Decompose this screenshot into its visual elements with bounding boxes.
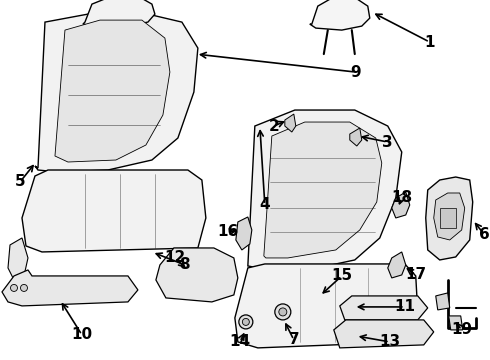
Polygon shape — [334, 320, 434, 348]
Circle shape — [243, 318, 249, 325]
Text: 18: 18 — [391, 190, 412, 206]
Polygon shape — [434, 193, 465, 240]
Circle shape — [279, 308, 287, 316]
Polygon shape — [83, 0, 155, 26]
Text: 12: 12 — [164, 251, 186, 265]
Polygon shape — [236, 217, 252, 250]
Polygon shape — [350, 128, 362, 146]
Polygon shape — [340, 296, 428, 320]
Text: 8: 8 — [179, 257, 190, 273]
Polygon shape — [426, 177, 473, 260]
Polygon shape — [35, 14, 198, 172]
Polygon shape — [55, 20, 170, 162]
Text: 4: 4 — [260, 198, 270, 212]
Polygon shape — [310, 0, 370, 30]
Text: 1: 1 — [424, 35, 435, 50]
Polygon shape — [264, 122, 382, 258]
Text: 10: 10 — [72, 327, 93, 342]
Text: 17: 17 — [405, 267, 426, 283]
Polygon shape — [2, 270, 138, 306]
Text: 11: 11 — [394, 300, 415, 314]
Polygon shape — [156, 248, 238, 302]
Polygon shape — [8, 238, 28, 280]
Text: 5: 5 — [15, 175, 25, 189]
Polygon shape — [392, 192, 410, 218]
Text: 6: 6 — [479, 228, 490, 243]
Polygon shape — [235, 264, 418, 348]
Text: 13: 13 — [379, 334, 400, 350]
Text: 2: 2 — [269, 118, 279, 134]
Circle shape — [239, 315, 253, 329]
Circle shape — [10, 284, 18, 292]
Polygon shape — [449, 316, 463, 330]
Text: 15: 15 — [331, 269, 352, 283]
Polygon shape — [248, 110, 402, 270]
Text: 19: 19 — [451, 323, 472, 337]
Polygon shape — [436, 293, 450, 310]
Circle shape — [275, 304, 291, 320]
Circle shape — [21, 284, 27, 292]
Polygon shape — [388, 252, 406, 278]
Text: 3: 3 — [383, 135, 393, 149]
Bar — [440, 208, 456, 228]
Text: 16: 16 — [217, 225, 239, 239]
Text: 9: 9 — [350, 64, 361, 80]
Text: 14: 14 — [229, 334, 250, 350]
Polygon shape — [285, 114, 296, 132]
Text: 7: 7 — [289, 332, 299, 347]
Polygon shape — [22, 170, 206, 252]
